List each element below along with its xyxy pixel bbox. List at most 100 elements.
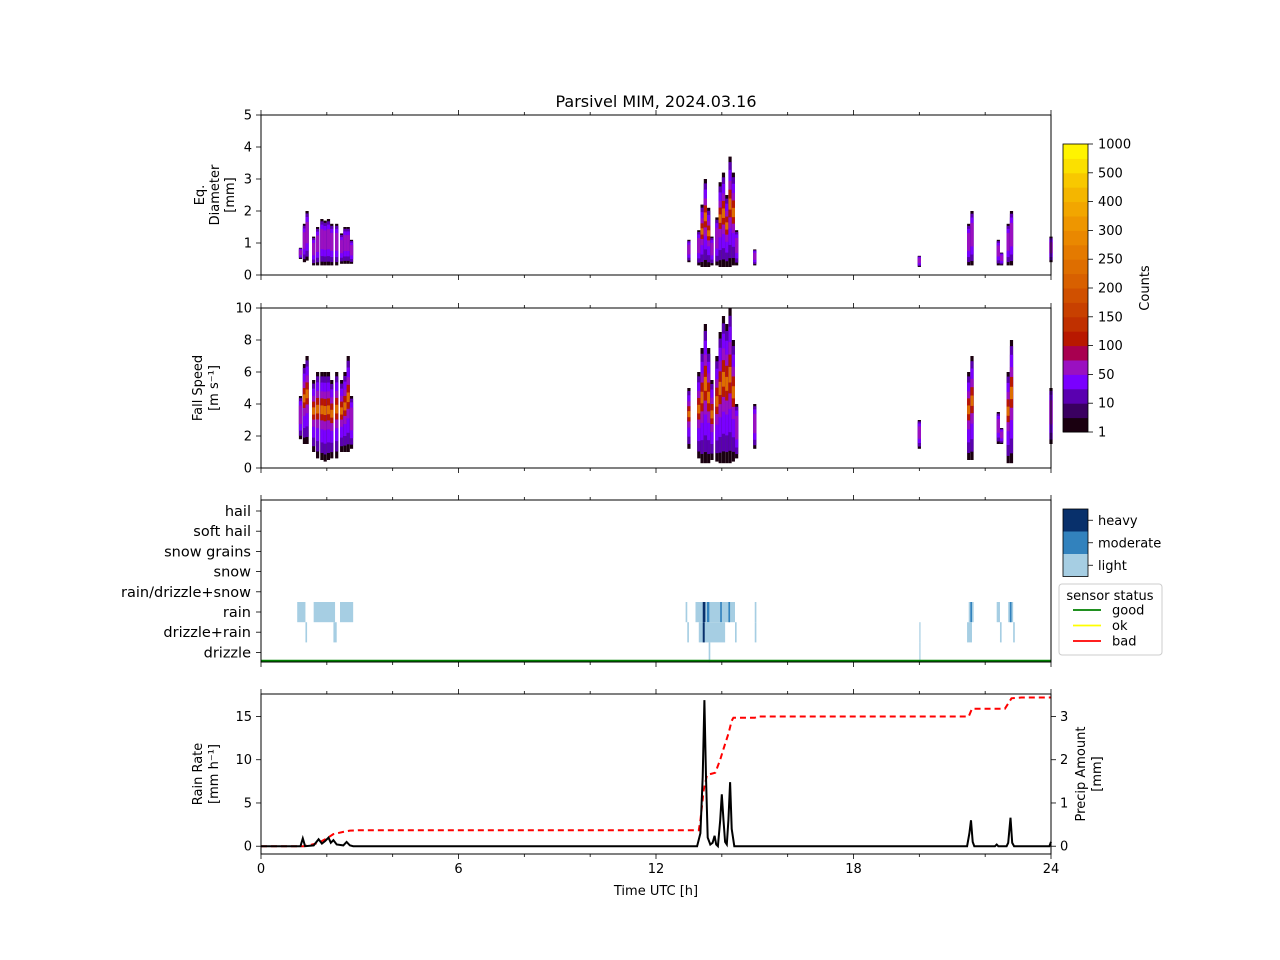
precip-type-cell: [340, 602, 354, 623]
precip-type-cell: [728, 602, 731, 623]
precip-type-cell: [708, 642, 711, 663]
heatmap-cell: [967, 232, 971, 251]
precip-type-cell: [970, 602, 972, 623]
colorbar-tick-label: 1000: [1098, 138, 1131, 153]
colorbar-cell: [1063, 302, 1088, 318]
heatmap-cell: [312, 407, 316, 415]
sensor-legend-label: good: [1112, 604, 1144, 619]
y-tick-label: 3: [244, 173, 252, 188]
heatmap-cell: [718, 214, 722, 223]
precip-type-cell: [919, 642, 921, 663]
y-axis-label-line: [mm]: [223, 177, 238, 212]
y-tick-label: 8: [244, 334, 252, 349]
colorbar-cell: [1063, 345, 1088, 361]
precip-type-cell: [754, 602, 757, 623]
colorbar-tick-label: 400: [1098, 195, 1123, 210]
y-tick-label: 4: [244, 398, 252, 413]
category-label: drizzle: [204, 645, 251, 661]
heatmap-cell: [1009, 222, 1014, 247]
heatmap-cell: [1009, 386, 1014, 400]
heatmap-cell: [312, 242, 316, 256]
precip-type-cells: [297, 602, 1015, 663]
precip-type-cell: [702, 622, 705, 643]
heatmap-cell: [728, 198, 732, 210]
y-axis-label-line: [m s⁻¹]: [207, 365, 222, 411]
heatmap-cell: [697, 404, 701, 414]
precip-type-cell: [1009, 602, 1012, 623]
precip-type-cell: [333, 622, 337, 643]
y-tick-label: 10: [235, 753, 252, 768]
intensity-swatch: [1063, 554, 1088, 577]
precip-type-cell: [707, 602, 710, 623]
y-tick-label: 2: [244, 205, 252, 220]
colorbar-cell: [1063, 244, 1088, 260]
heatmap-cell: [710, 242, 714, 256]
y2-tick-label: 1: [1060, 796, 1068, 811]
heatmap-cell: [710, 410, 714, 419]
heatmap-cell: [735, 237, 739, 254]
x-tick-label: 18: [845, 862, 862, 877]
precip-type-cell: [313, 602, 336, 623]
heatmap-cell: [340, 240, 344, 254]
y2-tick-label: 2: [1060, 753, 1068, 768]
category-label: drizzle+rain: [163, 625, 251, 641]
heatmap-cell: [753, 252, 757, 260]
diameter-ticks: 0 1 2 3 4 5: [244, 109, 1052, 284]
colorbar-cell: [1063, 331, 1088, 347]
rain-rate-ylabel: Rain Rate [mm h⁻¹]: [191, 743, 222, 806]
heatmap-cell: [335, 232, 339, 251]
heatmap-cell: [346, 235, 350, 251]
intensity-legend-frame: [1062, 508, 1089, 577]
colorbar-cell: [1063, 216, 1088, 231]
x-tick-label: 24: [1043, 862, 1060, 877]
colorbar-tick-label: 100: [1098, 339, 1123, 354]
y-tick-label: 2: [244, 430, 252, 445]
heatmap-cell: [687, 244, 691, 255]
y-tick-label: 5: [244, 109, 252, 124]
heatmap-cell: [917, 426, 921, 439]
heatmap-cell: [1006, 232, 1010, 251]
diameter-axes-frame: [260, 114, 1052, 276]
fall-speed-axes-frame: [260, 307, 1052, 469]
y-tick-label: 1: [244, 237, 252, 252]
colorbar-cell: [1063, 374, 1088, 390]
precip-type-panel: hail soft hail snow grains snow rain/drizzle…: [121, 495, 1052, 667]
colorbar-cell: [1063, 259, 1088, 275]
heatmap-cell: [970, 395, 974, 406]
precip-type-cell: [919, 622, 921, 643]
precip-type-ticks: hail soft hail snow grains snow rain/drizzle…: [121, 495, 1052, 667]
fall-speed-ylabel: Fall Speed [m s⁻¹]: [191, 355, 222, 421]
y2-tick-label: 3: [1060, 710, 1068, 725]
heatmap-cell: [298, 405, 303, 425]
colorbar-cell: [1063, 172, 1088, 188]
colorbar-cell: [1063, 273, 1088, 289]
heatmap-cell: [731, 386, 735, 399]
precip-type-cell: [996, 602, 1000, 623]
heatmap-cell: [967, 405, 971, 415]
y-tick-label: 0: [244, 269, 252, 284]
precip-type-cell: [687, 622, 689, 643]
heatmap-cell: [346, 392, 350, 403]
heatmap-cell: [721, 208, 726, 218]
heatmap-cell: [970, 222, 974, 247]
colorbar-cell: [1063, 288, 1088, 303]
category-label: snow: [214, 565, 252, 581]
y-axis-label-line: Rain Rate: [191, 743, 206, 806]
heatmap-cell: [707, 230, 711, 237]
heatmap-cell: [996, 245, 1000, 257]
heatmap-cell: [326, 229, 331, 250]
heatmap-cell: [335, 404, 339, 414]
intensity-swatch: [1063, 509, 1088, 532]
colorbar-cell: [1063, 316, 1088, 332]
precip-type-cell: [735, 622, 737, 643]
heatmap-cell: [343, 235, 347, 251]
colorbar-tick-label: 10: [1098, 397, 1115, 412]
y-tick-label: 4: [244, 141, 252, 156]
heatmap-cell: [687, 411, 691, 418]
precip-amount-ylabel: Precip Amount [mm]: [1074, 727, 1105, 822]
intensity-label: heavy: [1098, 514, 1138, 529]
heatmap-cell: [305, 221, 309, 244]
colorbar-cell: [1063, 187, 1088, 203]
heatmap-cell: [302, 232, 307, 249]
